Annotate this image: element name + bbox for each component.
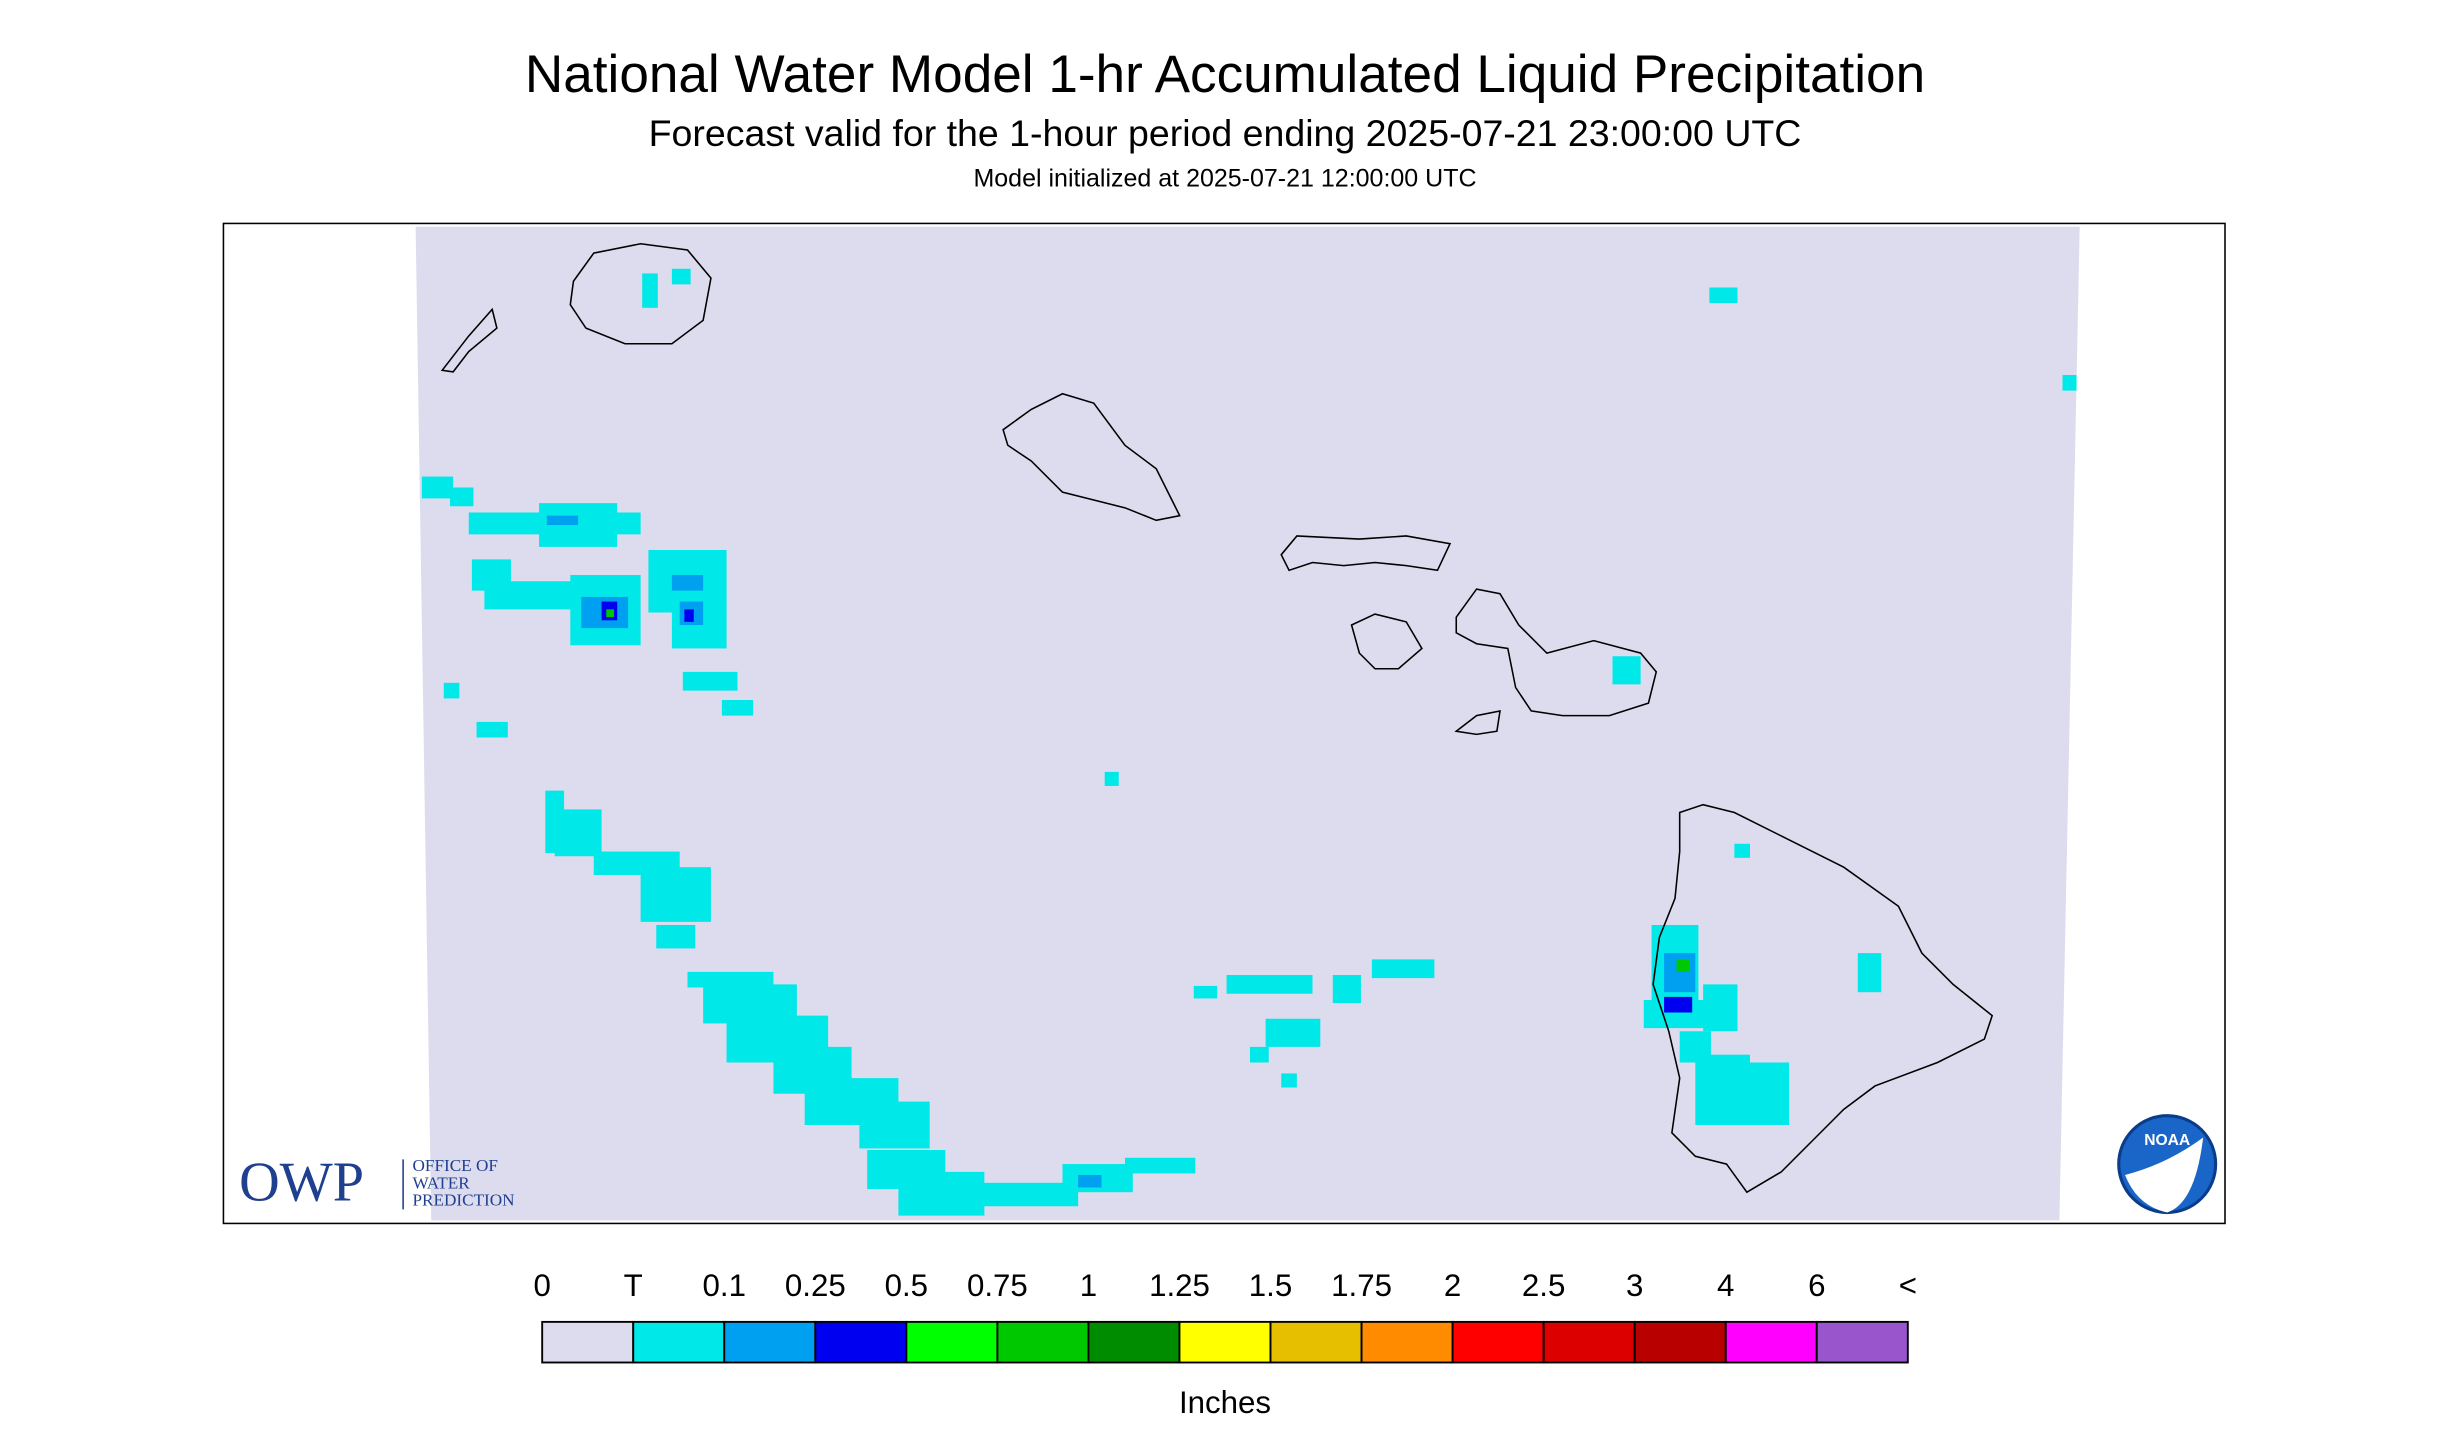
color-box bbox=[1542, 1320, 1636, 1364]
color-box bbox=[1815, 1320, 1909, 1364]
colorbar-label: 1.25 bbox=[1149, 1268, 1210, 1303]
colorbar-label: 6 bbox=[1808, 1268, 1825, 1303]
colorbar-label: < bbox=[1899, 1268, 1917, 1303]
color-box bbox=[541, 1320, 635, 1364]
map: OWP OFFICE OF WATER PREDICTION NOAA bbox=[222, 222, 2226, 1225]
title: National Water Model 1-hr Accumulated Li… bbox=[525, 45, 1925, 104]
colorbar-label: 0.25 bbox=[785, 1268, 846, 1303]
color-box bbox=[1724, 1320, 1818, 1364]
owp-line: OFFICE OF bbox=[413, 1156, 498, 1175]
owp-line: PREDICTION bbox=[413, 1191, 515, 1210]
color-box bbox=[996, 1320, 1090, 1364]
color-box bbox=[814, 1320, 908, 1364]
colorbar-label: 1 bbox=[1080, 1268, 1097, 1303]
color-box bbox=[1360, 1320, 1454, 1364]
init-time: Model initialized at 2025-07-21 12:00:00… bbox=[973, 164, 1476, 192]
color-box bbox=[1087, 1320, 1181, 1364]
coastlines bbox=[440, 242, 1994, 1194]
color-box bbox=[905, 1320, 999, 1364]
colorbar-label: 2 bbox=[1444, 1268, 1461, 1303]
colorbar: 0 T 0.1 0.25 0.5 0.75 1 1.25 1.5 1.75 2 2.5 3 4 6 < bbox=[533, 1268, 1917, 1364]
color-box bbox=[1178, 1320, 1272, 1364]
owp-logo: OWP bbox=[239, 1151, 364, 1213]
precip-cells bbox=[421, 268, 2077, 1216]
owp-line: WATER bbox=[413, 1173, 471, 1192]
colorbar-label: 2.5 bbox=[1522, 1268, 1565, 1303]
subtitle: Forecast valid for the 1-hour period end… bbox=[649, 112, 1802, 154]
color-box bbox=[1633, 1320, 1727, 1364]
colorbar-label: T bbox=[624, 1268, 643, 1303]
color-box bbox=[1451, 1320, 1545, 1364]
model-domain bbox=[415, 226, 2080, 1221]
colorbar-label: 1.5 bbox=[1249, 1268, 1292, 1303]
color-box bbox=[1269, 1320, 1363, 1364]
colorbar-label: 0 bbox=[533, 1268, 550, 1303]
colorbar-label: 0.5 bbox=[885, 1268, 928, 1303]
colorbar-label: 3 bbox=[1626, 1268, 1643, 1303]
color-box bbox=[723, 1320, 817, 1364]
color-box bbox=[632, 1320, 726, 1364]
colorbar-label: 4 bbox=[1717, 1268, 1734, 1303]
unit-label: Inches bbox=[1179, 1385, 1271, 1420]
colorbar-label: 0.75 bbox=[967, 1268, 1028, 1303]
colorbar-label: 0.1 bbox=[703, 1268, 746, 1303]
noaa-bird bbox=[2125, 1137, 2204, 1213]
colorbar-label: 1.75 bbox=[1331, 1268, 1392, 1303]
noaa-text: NOAA bbox=[2144, 1132, 2190, 1149]
